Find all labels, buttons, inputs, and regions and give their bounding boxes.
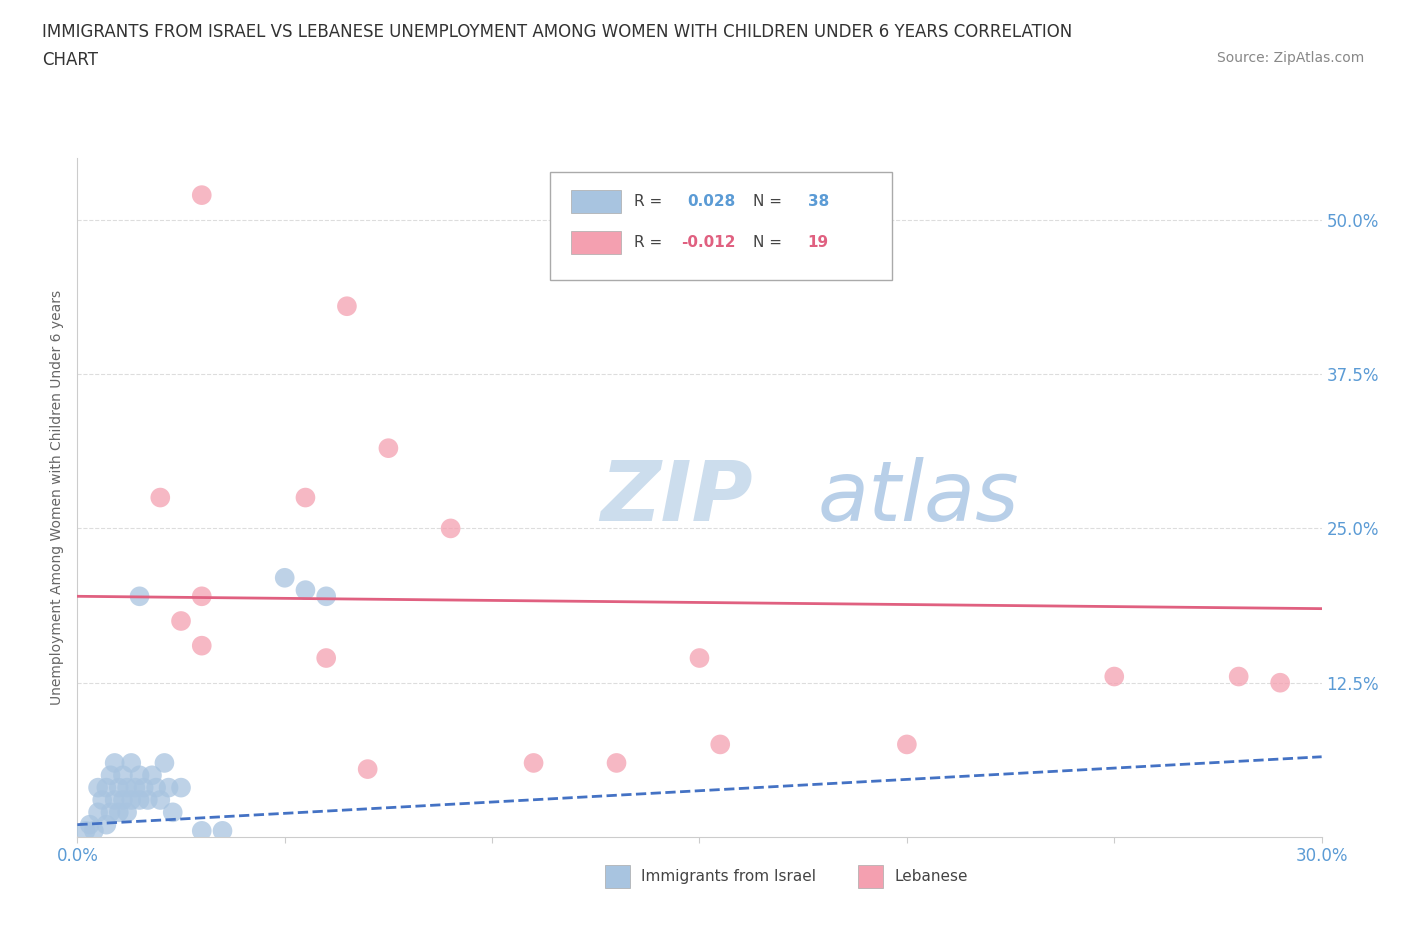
Point: [1104, 669, 1126, 684]
Point: [357, 762, 380, 777]
Point: [153, 755, 176, 770]
Text: N =: N =: [754, 234, 787, 250]
Text: Lebanese: Lebanese: [894, 869, 967, 884]
Point: [294, 583, 316, 598]
Point: [145, 780, 167, 795]
Point: [104, 755, 127, 770]
Point: [111, 768, 134, 783]
Text: CHART: CHART: [42, 51, 98, 69]
Text: N =: N =: [754, 194, 787, 209]
Point: [149, 792, 172, 807]
Point: [79, 817, 101, 832]
Text: atlas: atlas: [818, 457, 1019, 538]
Point: [132, 780, 155, 795]
Text: 19: 19: [807, 234, 830, 250]
Point: [87, 780, 110, 795]
Point: [606, 755, 628, 770]
Point: [128, 768, 150, 783]
Point: [96, 817, 118, 832]
Point: [96, 780, 118, 795]
Point: [141, 768, 163, 783]
Point: [896, 737, 918, 751]
Point: [108, 804, 131, 819]
Text: Source: ZipAtlas.com: Source: ZipAtlas.com: [1216, 51, 1364, 65]
Text: R =: R =: [634, 194, 666, 209]
Text: IMMIGRANTS FROM ISRAEL VS LEBANESE UNEMPLOYMENT AMONG WOMEN WITH CHILDREN UNDER : IMMIGRANTS FROM ISRAEL VS LEBANESE UNEMP…: [42, 23, 1073, 41]
Point: [87, 804, 110, 819]
Point: [162, 804, 184, 819]
Point: [100, 768, 122, 783]
Point: [689, 651, 711, 666]
Point: [191, 188, 214, 203]
Point: [128, 792, 150, 807]
Point: [111, 792, 134, 807]
Point: [120, 755, 142, 770]
Point: [115, 780, 138, 795]
Point: [377, 441, 399, 456]
Point: [294, 490, 316, 505]
Point: [115, 804, 138, 819]
Text: ZIP: ZIP: [600, 457, 752, 538]
Point: [136, 792, 159, 807]
Point: [315, 651, 337, 666]
Point: [75, 823, 97, 838]
Point: [128, 589, 150, 604]
Point: [149, 490, 172, 505]
Point: [191, 638, 214, 653]
Point: [108, 780, 131, 795]
Text: 0.028: 0.028: [688, 194, 735, 209]
Bar: [571, 190, 621, 213]
Point: [120, 792, 142, 807]
Y-axis label: Unemployment Among Women with Children Under 6 years: Unemployment Among Women with Children U…: [51, 290, 65, 705]
Point: [191, 589, 214, 604]
Point: [104, 792, 127, 807]
Point: [124, 780, 146, 795]
Point: [523, 755, 546, 770]
Text: -0.012: -0.012: [681, 234, 735, 250]
Point: [315, 589, 337, 604]
FancyBboxPatch shape: [550, 172, 893, 280]
Point: [211, 823, 233, 838]
Point: [91, 792, 114, 807]
Point: [170, 614, 193, 629]
Point: [440, 521, 463, 536]
Point: [1227, 669, 1250, 684]
Text: R =: R =: [634, 234, 666, 250]
Point: [1270, 675, 1292, 690]
Point: [709, 737, 731, 751]
Point: [157, 780, 180, 795]
Bar: [571, 231, 621, 254]
Point: [274, 570, 297, 585]
Point: [100, 804, 122, 819]
Point: [170, 780, 193, 795]
Point: [336, 299, 359, 313]
Text: 38: 38: [807, 194, 830, 209]
Text: Immigrants from Israel: Immigrants from Israel: [641, 869, 815, 884]
Point: [83, 823, 105, 838]
Point: [191, 823, 214, 838]
